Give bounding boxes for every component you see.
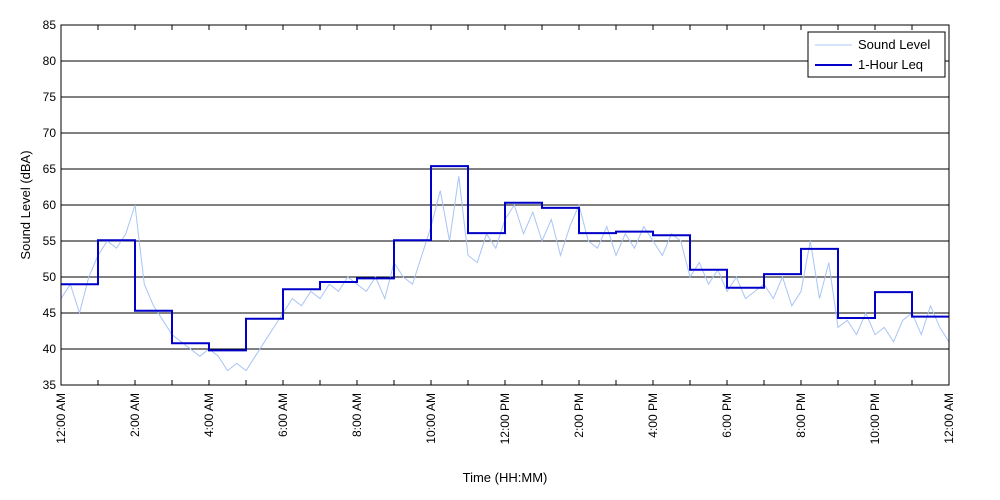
y-tick-label: 55 (43, 234, 57, 248)
y-tick-label: 70 (43, 126, 57, 140)
x-tick-label: 12:00 AM (54, 393, 68, 444)
x-tick-label: 10:00 AM (424, 393, 438, 444)
x-tick-label: 6:00 PM (720, 393, 734, 438)
x-tick-label: 4:00 PM (646, 393, 660, 438)
x-tick-label: 4:00 AM (202, 393, 216, 437)
x-tick-label: 8:00 AM (350, 393, 364, 437)
y-tick-label: 75 (43, 90, 57, 104)
legend: Sound Level 1-Hour Leq (807, 31, 946, 78)
x-tick-label: 2:00 PM (572, 393, 586, 438)
x-axis-ticks: 12:00 AM 2:00 AM 4:00 AM 6:00 AM 8:00 AM 10:0… (54, 25, 956, 444)
legend-label-leq: 1-Hour Leq (858, 57, 923, 72)
x-axis-label: Time (HH:MM) (463, 470, 548, 485)
y-tick-label: 85 (43, 18, 57, 32)
y-tick-label: 35 (43, 378, 57, 392)
y-axis-label: Sound Level (dBA) (18, 150, 33, 259)
y-axis-ticks: 35 40 45 50 55 60 65 70 75 80 85 (43, 18, 66, 392)
x-tick-label: 12:00 AM (942, 393, 956, 444)
x-tick-label: 8:00 PM (794, 393, 808, 438)
legend-box (807, 31, 946, 78)
x-tick-label: 12:00 PM (498, 393, 512, 444)
legend-label-sound-level: Sound Level (858, 37, 930, 52)
leq-step-line (61, 165, 949, 352)
y-tick-label: 60 (43, 198, 57, 212)
y-tick-label: 50 (43, 270, 57, 284)
y-tick-label: 40 (43, 342, 57, 356)
x-tick-label: 10:00 PM (868, 393, 882, 444)
y-tick-label: 65 (43, 162, 57, 176)
y-tick-label: 80 (43, 54, 57, 68)
leq-series (61, 165, 949, 352)
x-tick-label: 2:00 AM (128, 393, 142, 437)
x-tick-label: 6:00 AM (276, 393, 290, 437)
y-tick-label: 45 (43, 306, 57, 320)
